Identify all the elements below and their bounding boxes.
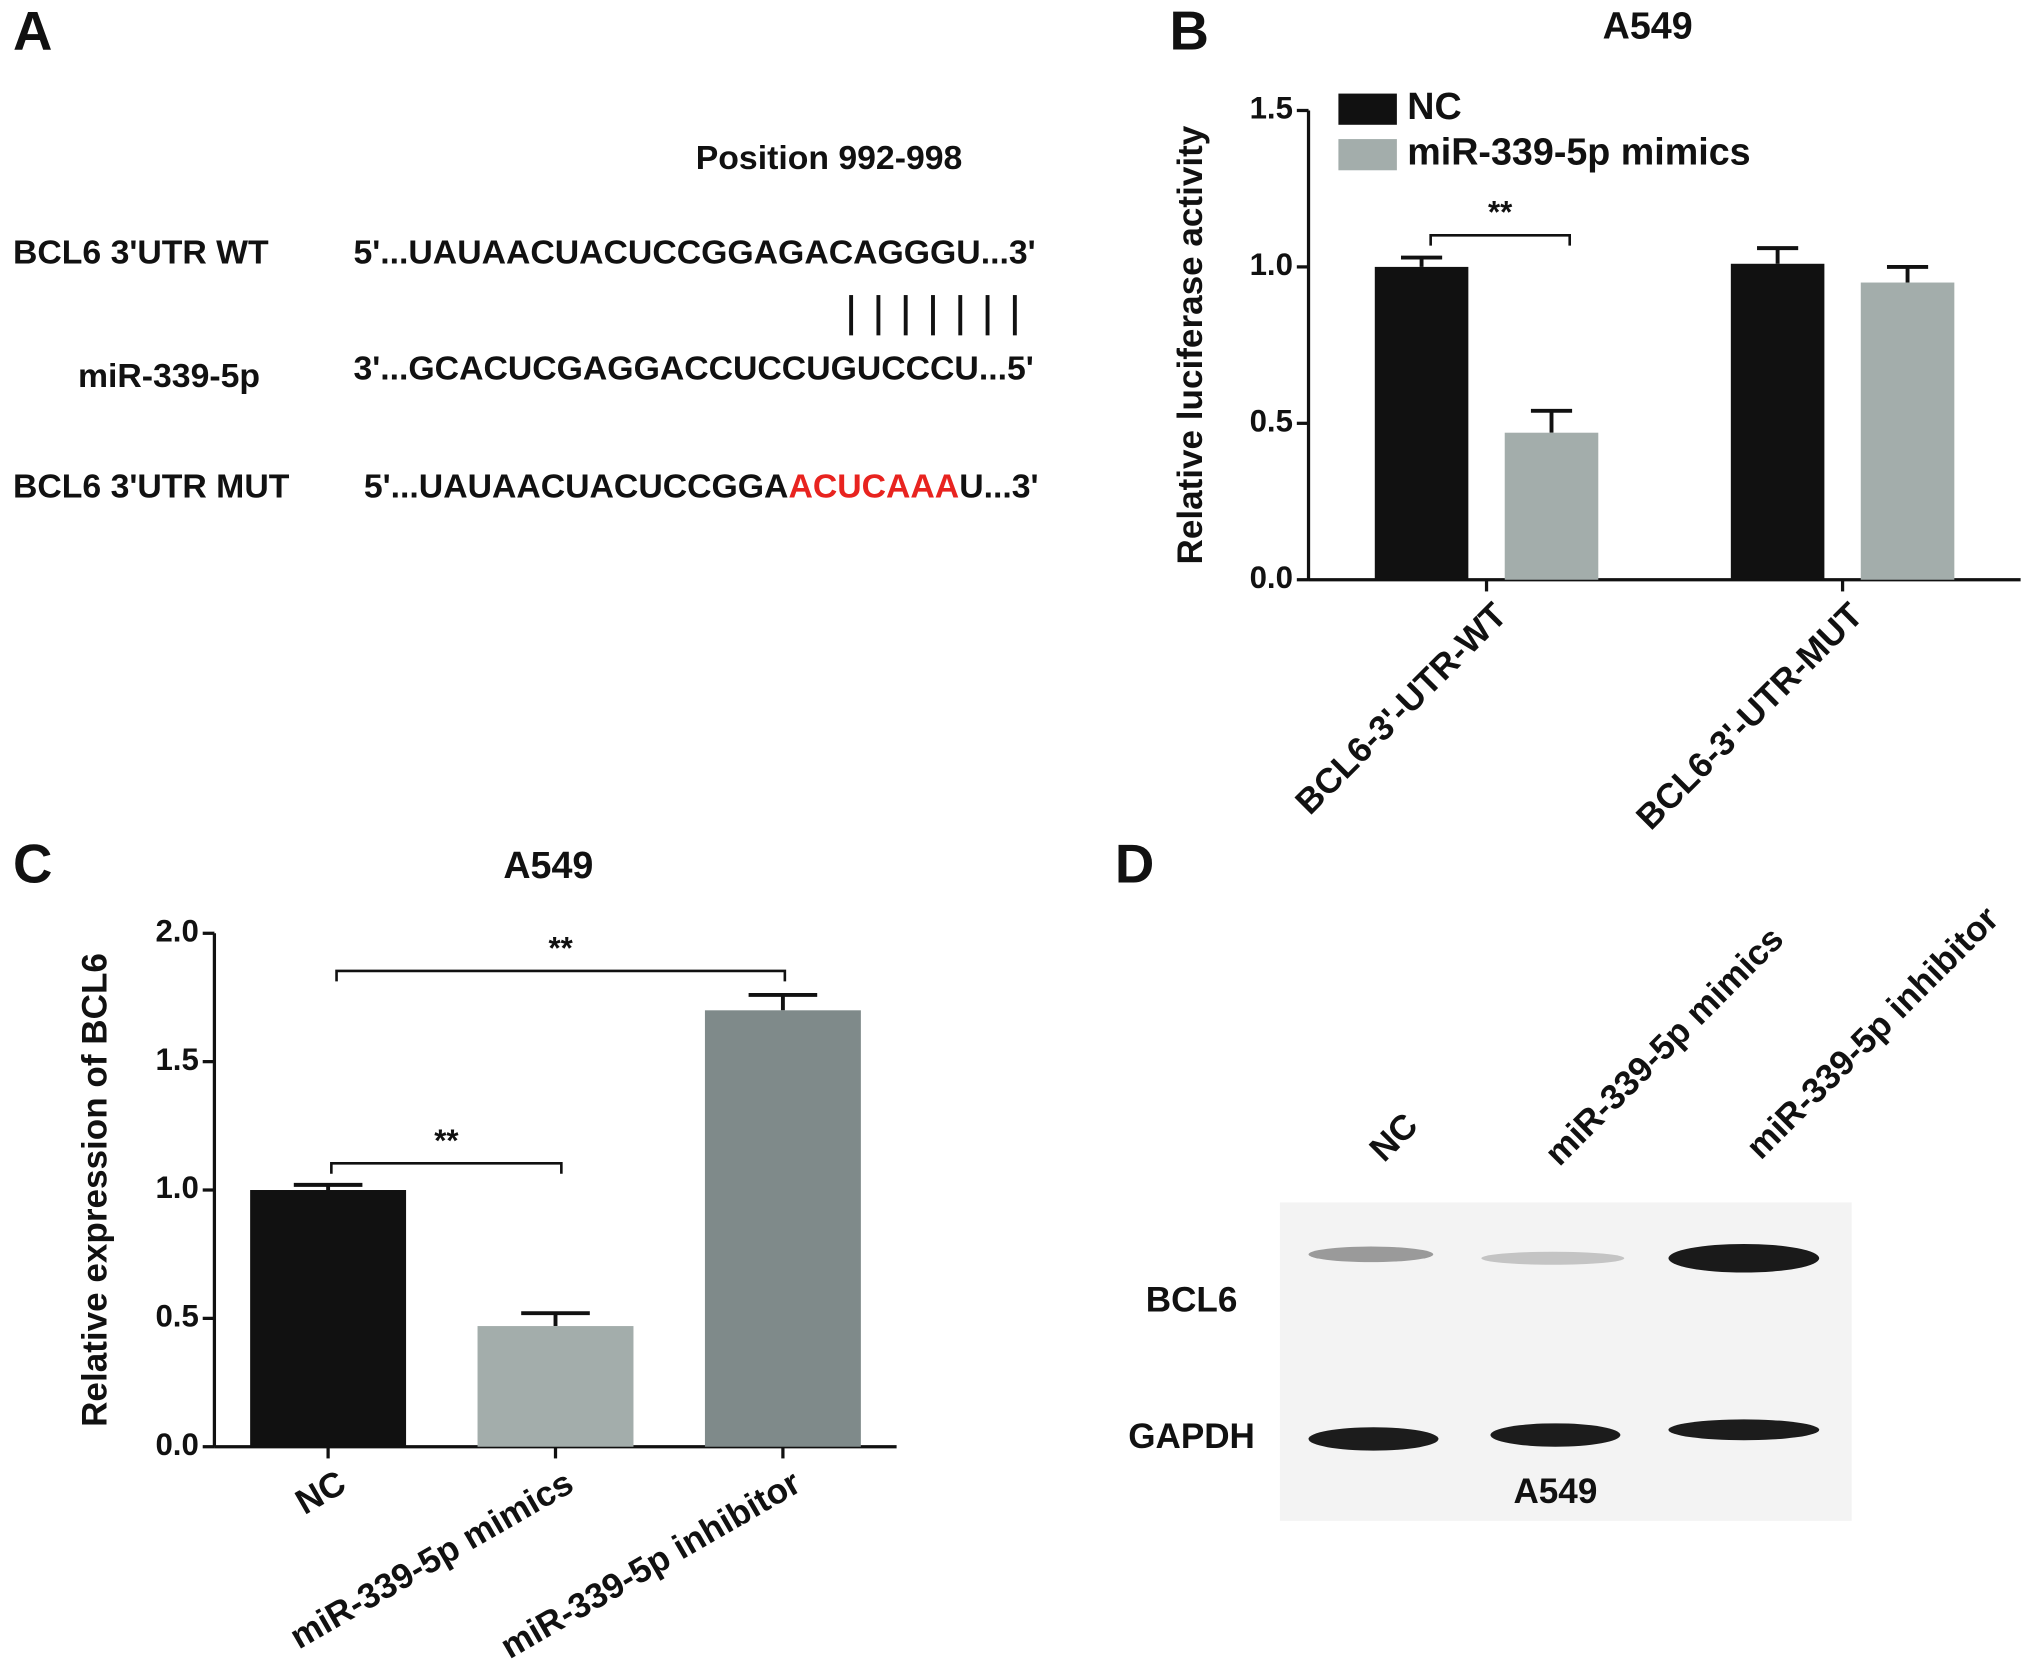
x-tick-label: BCL6-3'-UTR-WT <box>1288 595 1515 822</box>
y-axis-label: Relative luciferase activity <box>1171 125 1210 564</box>
row-label: GAPDH <box>1128 1417 1255 1456</box>
legend-swatch <box>1338 139 1397 171</box>
bar <box>1374 266 1469 580</box>
sequence: 5'...UAUAACUACUCCGGAGACAGGGU...3' <box>353 234 1035 272</box>
y-tick-label: 1.0 <box>155 1170 198 1205</box>
y-tick-label: 1.5 <box>155 1042 198 1077</box>
bar <box>477 1326 634 1447</box>
row-label: BCL6 3'UTR WT <box>13 234 269 272</box>
significance-bracket <box>1429 233 1572 246</box>
sequence-part: U...3' <box>959 468 1038 506</box>
panel-label: B <box>1169 1 1208 62</box>
sequence-part: 5'...UAUAACUACUCCGGA <box>364 468 789 506</box>
pairing-lines <box>849 295 1017 336</box>
panel-label: C <box>13 834 52 895</box>
y-tick-label: 0.5 <box>1250 404 1293 439</box>
bar <box>1504 432 1599 580</box>
legend-swatch <box>1338 93 1397 125</box>
chart-title: A549 <box>503 844 593 886</box>
sequence: 5'...UAUAACUACUCCGGAACUCAAAU...3' <box>364 468 1039 506</box>
significance-label: ** <box>549 930 574 965</box>
x-tick-label: NC <box>289 1463 352 1522</box>
bar <box>1730 263 1825 580</box>
position-label: Position 992-998 <box>696 139 963 177</box>
significance-label: ** <box>1488 195 1513 230</box>
bar <box>250 1190 407 1447</box>
row-label: BCL6 <box>1146 1281 1238 1320</box>
significance-bracket <box>335 969 787 982</box>
significance-bracket <box>330 1162 563 1174</box>
panel-label: A <box>13 1 52 62</box>
y-tick-label: 2.0 <box>155 914 198 949</box>
legend-label: miR-339-5p mimics <box>1407 131 1750 173</box>
y-tick-label: 1.0 <box>1250 247 1293 282</box>
legend-label: NC <box>1407 85 1461 127</box>
chart-title: A549 <box>1603 5 1693 47</box>
y-axis-label: Relative expression of BCL6 <box>76 953 115 1427</box>
y-tick-label: 0.0 <box>155 1427 198 1462</box>
mutated-part: ACUCAAA <box>788 468 959 506</box>
sequence: 3'...GCACUCGAGGACCUCCUGUCCCU...5' <box>353 349 1033 387</box>
lane-label: NC <box>1362 1106 1425 1169</box>
y-tick-label: 1.5 <box>1250 91 1293 126</box>
y-tick-label: 0.0 <box>1250 560 1293 595</box>
row-label: miR-339-5p <box>78 357 260 395</box>
y-tick-label: 0.5 <box>155 1299 198 1334</box>
row-label: BCL6 3'UTR MUT <box>13 468 290 506</box>
cell-line-label: A549 <box>1513 1472 1597 1511</box>
blot-bands <box>1308 1243 1820 1451</box>
bar <box>1860 282 1955 580</box>
x-tick-label: BCL6-3'-UTR-MUT <box>1629 595 1871 837</box>
significance-label: ** <box>434 1123 459 1158</box>
panel-label: D <box>1115 834 1154 895</box>
bar <box>704 1010 861 1447</box>
